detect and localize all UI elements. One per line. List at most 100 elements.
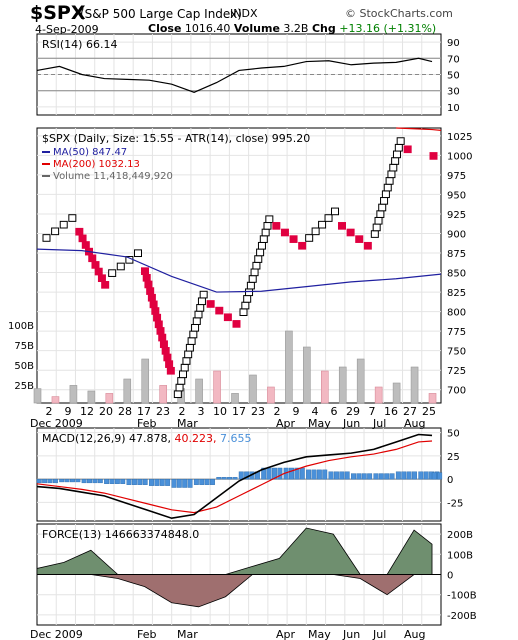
macd-histogram-bar — [299, 467, 305, 480]
pnf-down-box — [166, 366, 175, 375]
pnf-up-box — [392, 150, 401, 159]
bottom-month-label: Mar — [177, 628, 198, 640]
macd-histogram-bar — [154, 478, 160, 486]
legend-entry: MA(200) 1032.13 — [53, 159, 140, 170]
pnf-up-box — [196, 304, 205, 312]
pnf-down-box — [149, 300, 158, 309]
volume-bar — [410, 366, 419, 404]
volume-bar — [338, 366, 347, 404]
pnf-up-box — [243, 295, 252, 303]
rsi-label: RSI(14) 66.14 — [42, 38, 117, 51]
quote-line: Close 1016.40 Volume 3.2B Chg +13.16 (+1… — [148, 22, 436, 35]
macd-label-part: MACD(12,26,9) — [42, 432, 129, 445]
pnf-up-box — [254, 255, 263, 263]
pnf-up-box — [378, 203, 387, 212]
pnf-up-box — [192, 317, 201, 325]
ma50-line — [36, 248, 442, 293]
pnf-up-box — [380, 197, 389, 205]
macd-histogram-bar — [322, 469, 328, 480]
macd-histogram-bar — [97, 478, 103, 484]
x-tick-label: 16 — [384, 405, 398, 418]
pnf-down-box — [158, 333, 167, 342]
macd-histogram-bar — [406, 471, 412, 480]
force-tick-label: 0 — [447, 571, 453, 582]
x-tick-label: 23 — [156, 405, 170, 418]
macd-histogram-bar — [36, 478, 42, 484]
x-tick-label: 3 — [198, 405, 205, 418]
month-label: Mar — [177, 417, 198, 430]
volume-bar — [428, 393, 437, 404]
macd-histogram-bar — [261, 467, 267, 480]
macd-histogram-bar — [187, 478, 193, 488]
x-tick-label: 28 — [118, 405, 132, 418]
bottom-month-label: Dec 2009 — [30, 628, 83, 640]
pnf-down-box — [206, 300, 215, 308]
pnf-down-box — [289, 235, 298, 243]
close-label: Close — [148, 22, 182, 35]
pnf-up-box — [265, 215, 274, 224]
pnf-down-box — [298, 241, 307, 250]
pnf-up-box — [252, 261, 261, 270]
volume-bar — [356, 358, 365, 404]
volume-bar — [320, 370, 329, 404]
pnf-up-box — [331, 207, 339, 216]
macd-histogram-bar — [344, 471, 350, 480]
close-value: 1016.40 — [184, 22, 231, 35]
macd-histogram-bar — [126, 478, 132, 485]
volume-bar — [249, 374, 257, 404]
pnf-up-box — [173, 390, 182, 399]
volume-bar — [392, 382, 401, 404]
pnf-up-box — [187, 337, 196, 345]
pnf-up-box — [68, 214, 77, 222]
pnf-up-box — [261, 228, 270, 237]
macd-histogram-bar — [418, 471, 424, 480]
pnf-up-box — [182, 357, 191, 365]
pnf-up-box — [108, 269, 117, 277]
macd-histogram-bar — [431, 472, 437, 480]
price-tick-label: 875 — [447, 249, 466, 260]
macd-histogram-bar — [412, 471, 417, 480]
pnf-up-box — [250, 268, 259, 277]
x-tick-label: 29 — [346, 405, 360, 418]
rsi-tick-label: 70 — [447, 54, 460, 65]
chg-value: +13.16 (+1.31%) — [339, 22, 437, 35]
pnf-down-box — [141, 267, 149, 275]
bottom-month-label: Apr — [276, 628, 296, 640]
exchange-label: INDX — [230, 7, 258, 20]
macd-histogram-bar — [272, 467, 277, 480]
pnf-down-box — [78, 234, 87, 243]
pnf-down-box — [215, 306, 224, 315]
price-tick-label: 1000 — [447, 151, 472, 162]
macd-tick-label: 25 — [447, 452, 460, 463]
pnf-down-box — [91, 261, 100, 269]
volume-bar — [231, 393, 239, 404]
month-label: Apr — [276, 417, 296, 430]
macd-histogram-bar — [210, 478, 215, 485]
rsi-tick-label: 30 — [447, 87, 460, 98]
macd-tick-label: -25 — [447, 498, 463, 509]
macd-histogram-bar — [437, 472, 443, 480]
pnf-down-box — [142, 273, 151, 282]
pnf-down-box — [338, 222, 346, 230]
volume-bar — [87, 390, 96, 404]
pnf-up-box — [116, 262, 125, 271]
volume-bar — [159, 385, 167, 404]
pnf-up-box — [246, 281, 255, 290]
force-tick-label: 200B — [447, 530, 473, 541]
pnf-up-box — [389, 163, 398, 172]
macd-histogram-bar — [306, 469, 312, 480]
macd-histogram-bar — [373, 473, 379, 480]
x-tick-label: 27 — [403, 405, 417, 418]
pnf-up-box — [248, 275, 257, 283]
price-tick-label: 700 — [447, 386, 466, 397]
pnf-up-box — [370, 230, 379, 238]
macd-histogram-bar — [137, 478, 143, 485]
volume-bar — [213, 370, 221, 404]
pnf-up-box — [177, 377, 186, 385]
macd-histogram-bar — [70, 478, 75, 483]
month-label: Dec 2009 — [30, 417, 83, 430]
force-tick-label: 100B — [447, 550, 473, 561]
price-tick-label: 975 — [447, 171, 466, 182]
pnf-up-box — [383, 183, 392, 192]
